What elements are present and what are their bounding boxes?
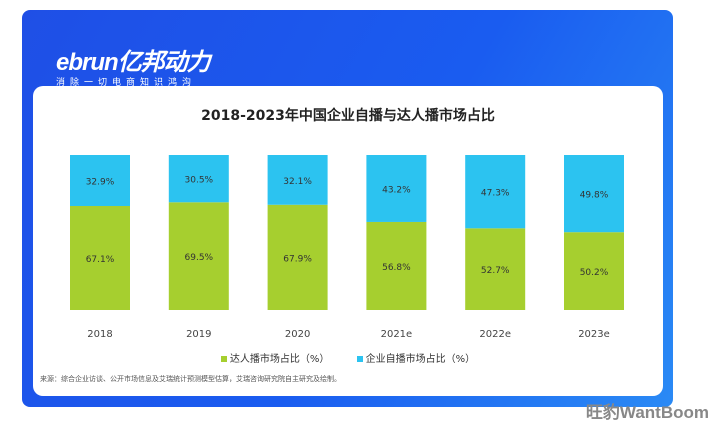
data-label: 43.2% — [382, 185, 411, 195]
bar-2021e-1 — [366, 155, 427, 222]
bar-2021e-0 — [366, 221, 427, 310]
data-label: 69.5% — [185, 253, 214, 263]
bar-2019-1 — [168, 155, 229, 203]
x-tick-label: 2020 — [285, 329, 310, 340]
x-tick-label: 2022e — [479, 329, 511, 340]
chart-card: 2018-2023年中国企业自播与达人播市场占比 67.1% 32.9% 2018 6… — [33, 86, 663, 396]
bar-2018-1 — [70, 155, 130, 206]
data-label: 50.2% — [580, 268, 609, 278]
data-label: 52.7% — [481, 266, 510, 276]
x-tick-label: 2018 — [87, 329, 112, 340]
data-label: 67.9% — [283, 254, 312, 264]
bar-2020-0 — [267, 204, 328, 310]
bar-2023e-1 — [564, 155, 624, 233]
bar-2022e-0 — [465, 228, 526, 310]
data-label: 49.8% — [580, 191, 609, 201]
ebrun-logo: ebrun亿邦动力 消除一切电商知识鸿沟 — [56, 42, 211, 88]
data-label: 32.1% — [283, 177, 312, 187]
data-label: 67.1% — [86, 255, 115, 265]
bar-2018-0 — [70, 205, 130, 310]
x-tick-label: 2021e — [381, 329, 413, 340]
logo-tagline: 消除一切电商知识鸿沟 — [56, 78, 197, 88]
x-tick-label: 2023e — [578, 329, 610, 340]
legend-item-influencer: 达人播市场占比（%） — [220, 354, 330, 365]
legend-swatch — [356, 356, 363, 362]
data-label: 32.9% — [86, 177, 115, 187]
bar-2019-0 — [168, 202, 229, 310]
x-tick-label: 2019 — [186, 329, 211, 340]
chart-title: 2018-2023年中国企业自播与达人播市场占比 — [201, 108, 495, 124]
legend-label: 达人播市场占比（%） — [229, 354, 330, 365]
chart-svg: 67.1% 32.9% 2018 69.5% 30.5% 2019 67.9% 32.1% 20… — [70, 155, 624, 340]
bar-2022e-1 — [465, 155, 526, 229]
data-label: 56.8% — [382, 263, 411, 273]
legend: 达人播市场占比（%） 企业自播市场占比（%） — [33, 350, 663, 365]
legend-item-enterprise: 企业自播市场占比（%） — [356, 354, 476, 365]
logo-brand: ebrun亿邦动力 — [56, 49, 211, 76]
watermark: 旺豹WantBoom — [585, 403, 709, 422]
legend-label: 企业自播市场占比（%） — [365, 354, 476, 365]
legend-swatch — [220, 356, 227, 362]
data-label: 30.5% — [185, 176, 214, 186]
bar-2023e-0 — [564, 232, 624, 310]
bar-2020-1 — [267, 155, 328, 205]
source-note: 来源：综合企业访谈、公开市场信息及艾瑞统计预测模型估算，艾瑞咨询研究院自主研究及… — [40, 375, 341, 383]
data-label: 47.3% — [481, 189, 510, 199]
